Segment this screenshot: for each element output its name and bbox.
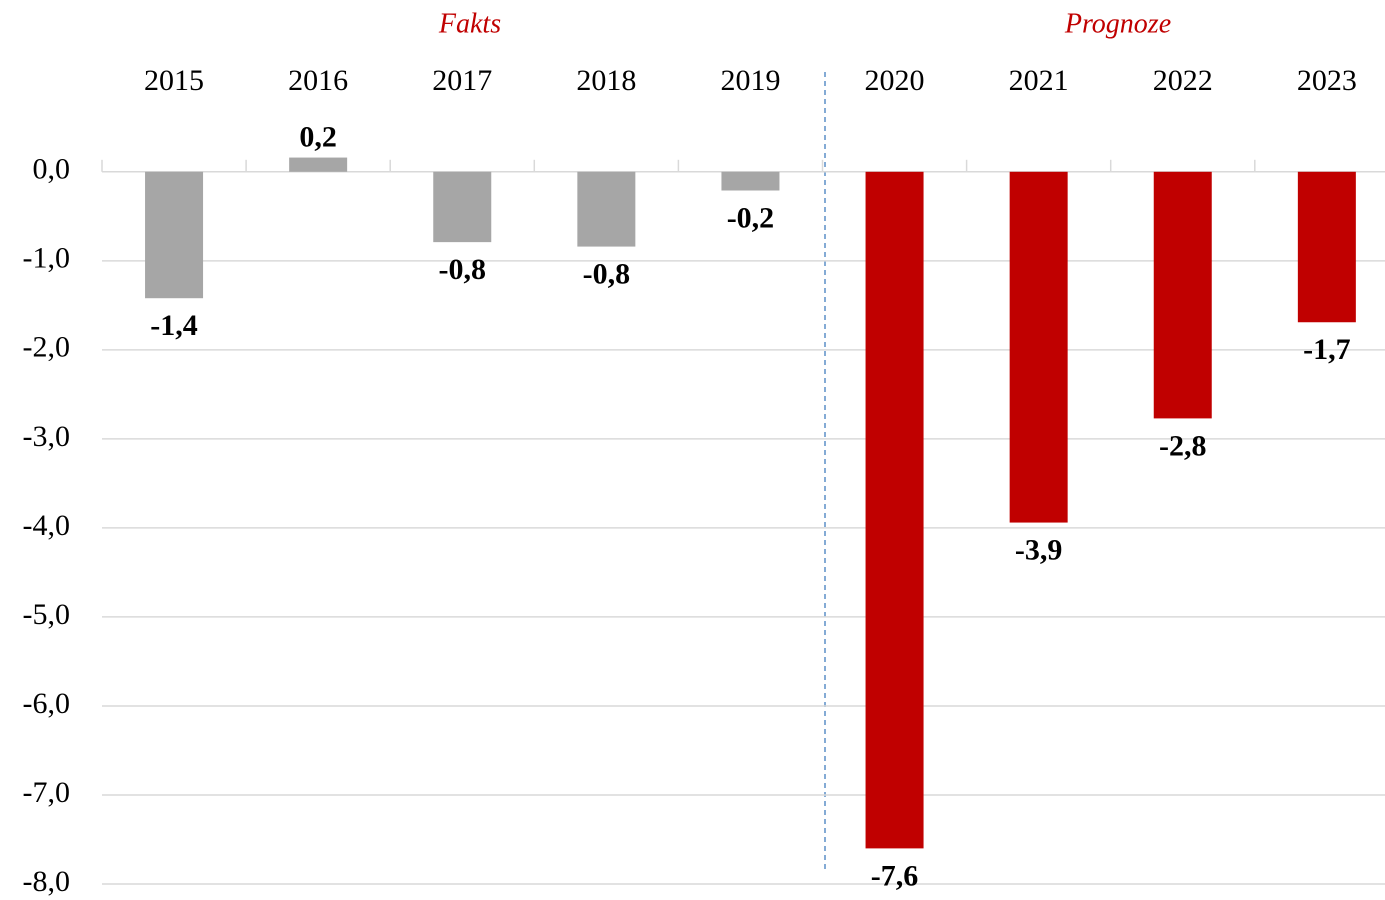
value-label: -0,2: [727, 201, 775, 234]
value-label: -1,4: [150, 309, 198, 342]
x-tick-label: 2018: [576, 64, 636, 97]
bar: [1153, 171, 1212, 419]
x-tick-label: 2017: [432, 64, 492, 97]
x-tick-label: 2020: [865, 64, 925, 97]
x-tick-label: 2016: [288, 64, 348, 97]
value-label: -0,8: [439, 253, 487, 286]
value-label: -0,8: [583, 257, 631, 290]
bar: [577, 171, 636, 247]
x-tick-label: 2021: [1009, 64, 1069, 97]
y-tick-label: -7,0: [23, 776, 71, 809]
y-tick-label: -3,0: [23, 420, 71, 453]
y-tick-label: -6,0: [23, 687, 71, 720]
x-tick-label: 2015: [144, 64, 204, 97]
y-tick-label: -5,0: [23, 598, 71, 631]
bar: [145, 171, 204, 299]
group-label: Prognoze: [1064, 8, 1171, 39]
bar: [865, 171, 924, 849]
y-tick-label: -4,0: [23, 509, 71, 542]
bar: [433, 171, 492, 243]
bar: [1297, 171, 1356, 323]
group-label: Fakts: [438, 8, 501, 39]
bar: [1009, 171, 1068, 523]
value-label: -2,8: [1159, 429, 1207, 462]
y-tick-label: -2,0: [23, 331, 71, 364]
y-tick-label: -8,0: [23, 865, 71, 898]
y-tick-label: -1,0: [23, 242, 71, 275]
x-tick-label: 2019: [720, 64, 780, 97]
value-label: -1,7: [1303, 333, 1351, 366]
y-tick-label: 0,0: [33, 153, 71, 186]
value-label: -3,9: [1015, 533, 1063, 566]
value-label: 0,2: [299, 120, 337, 153]
value-label: -7,6: [871, 859, 919, 892]
bar: [289, 157, 348, 172]
x-tick-label: 2022: [1153, 64, 1213, 97]
bar: [721, 171, 780, 191]
x-tick-label: 2023: [1297, 64, 1357, 97]
